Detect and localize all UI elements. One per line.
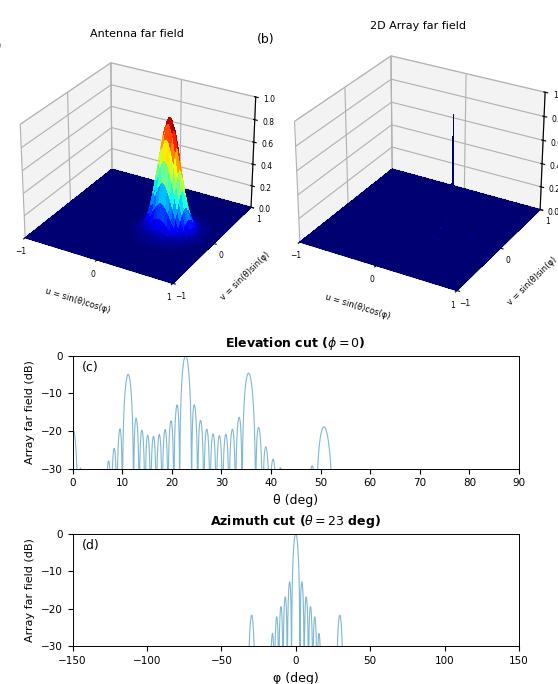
Y-axis label: Array far field (dB): Array far field (dB) bbox=[25, 538, 35, 642]
Text: (a): (a) bbox=[0, 40, 2, 53]
X-axis label: φ (deg): φ (deg) bbox=[273, 672, 319, 684]
Title: 2D Array far field: 2D Array far field bbox=[371, 21, 466, 31]
Y-axis label: Array far field (dB): Array far field (dB) bbox=[25, 360, 35, 464]
Y-axis label: v = sin(θ)sin(φ): v = sin(θ)sin(φ) bbox=[506, 255, 558, 307]
Y-axis label: v = sin(θ)sin(φ): v = sin(θ)sin(φ) bbox=[219, 250, 272, 302]
Text: (d): (d) bbox=[81, 539, 99, 552]
Title: Antenna far field: Antenna far field bbox=[90, 29, 184, 39]
Title: Elevation cut ($\phi = 0$): Elevation cut ($\phi = 0$) bbox=[225, 335, 366, 352]
Title: Azimuth cut ($\theta = 23$ deg): Azimuth cut ($\theta = 23$ deg) bbox=[210, 513, 381, 530]
Text: (c): (c) bbox=[81, 361, 98, 374]
X-axis label: u = sin(θ)cos(φ): u = sin(θ)cos(φ) bbox=[44, 287, 112, 315]
X-axis label: u = sin(θ)cos(φ): u = sin(θ)cos(φ) bbox=[324, 292, 391, 321]
X-axis label: θ (deg): θ (deg) bbox=[273, 494, 318, 507]
Text: (b): (b) bbox=[257, 33, 275, 46]
